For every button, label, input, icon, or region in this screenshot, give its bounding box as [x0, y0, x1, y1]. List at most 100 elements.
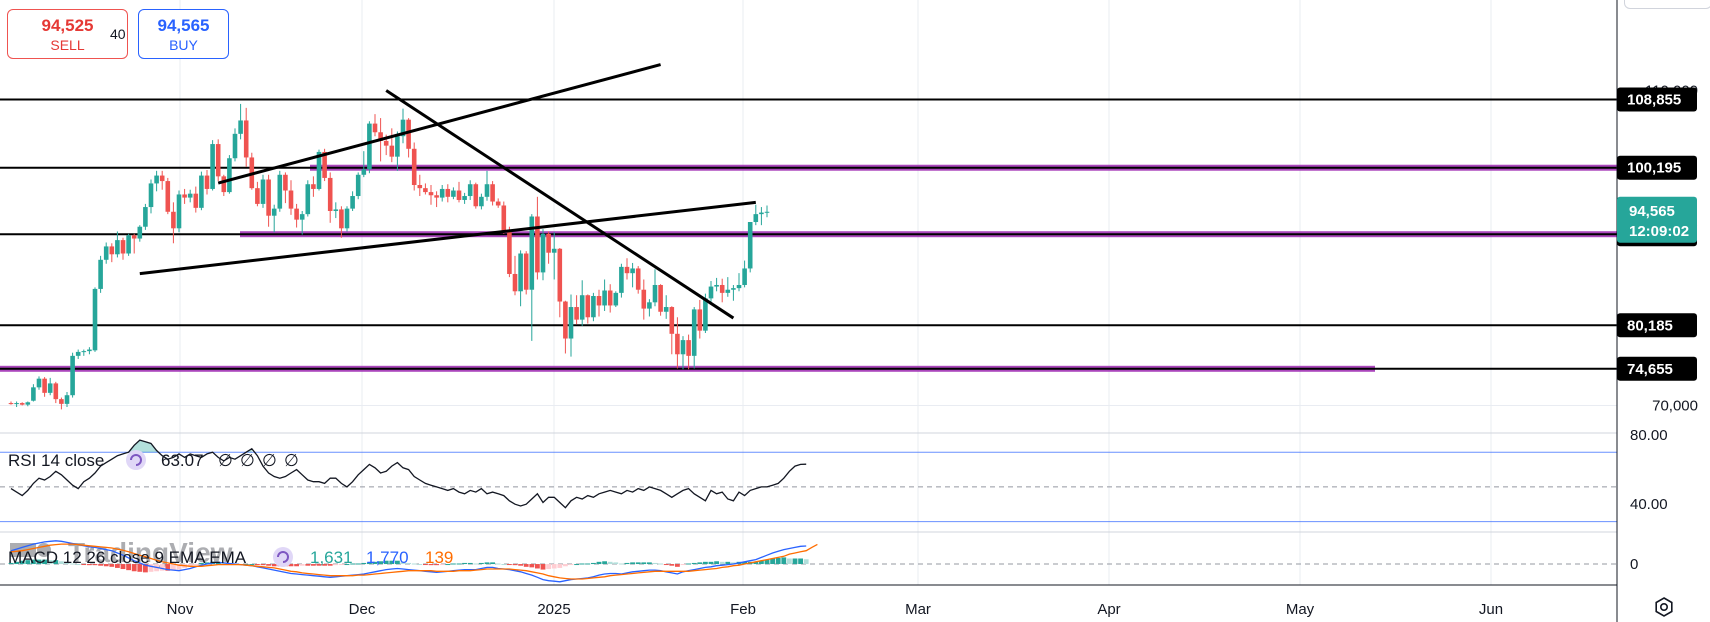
trendline[interactable] — [139, 200, 756, 276]
macd-histogram-bar — [719, 561, 725, 565]
trendlines[interactable] — [139, 63, 756, 320]
macd-histogram-bar — [305, 564, 311, 566]
sell-price: 94,525 — [41, 16, 94, 35]
macd-histogram-bar — [8, 562, 14, 565]
candle-body — [316, 151, 322, 189]
candle-body — [221, 176, 227, 193]
time-tick-label: May — [1286, 601, 1315, 618]
candle-body — [669, 307, 675, 334]
time-tick-label: 2025 — [537, 601, 570, 618]
macd-line — [10, 540, 807, 583]
candle-body — [299, 214, 305, 220]
candle-body — [109, 246, 115, 255]
candle-body — [294, 208, 299, 220]
candle-body — [736, 284, 742, 289]
macd-histogram-bar — [42, 559, 47, 565]
macd-histogram-bar — [260, 564, 266, 566]
macd-histogram-bar — [675, 564, 680, 567]
candle-body — [680, 340, 686, 355]
rsi-legend-title: RSI 14 close — [8, 451, 104, 470]
macd-histogram-bar — [775, 557, 781, 565]
macd-histogram-bar — [456, 563, 462, 565]
macd-histogram-bar — [193, 564, 199, 566]
candle-body — [266, 179, 271, 216]
candle-body — [81, 351, 87, 353]
macd-histogram-bar — [691, 562, 697, 565]
macd-histogram-bar — [148, 564, 154, 572]
level-tag[interactable] — [1617, 313, 1697, 338]
candle-body — [14, 403, 19, 405]
macd-histogram-bar — [120, 564, 126, 570]
candle-body — [607, 290, 613, 306]
rsi-legend-extra-1: ∅ — [218, 451, 233, 470]
candle-body — [311, 184, 316, 189]
macd-histogram-bar — [546, 564, 551, 570]
macd-histogram-bar — [31, 559, 36, 565]
candle-body — [691, 309, 697, 356]
macd-settings-icon[interactable] — [273, 547, 293, 567]
candle-body — [126, 235, 131, 254]
level-tag[interactable] — [1617, 155, 1697, 180]
current-price-label: 94,565 — [1629, 203, 1675, 220]
candle-body — [663, 307, 669, 312]
candle-body — [59, 399, 64, 404]
candle-body — [159, 175, 165, 182]
macd-histogram-bar — [714, 561, 719, 565]
level-tag[interactable] — [1617, 87, 1697, 112]
macd-histogram-bar — [288, 564, 294, 567]
candle-body — [19, 403, 25, 405]
axes[interactable]: NovDec2025FebMarAprMayJun70,000110,00080… — [167, 83, 1698, 618]
macd-histogram-bar — [176, 564, 182, 570]
macd-histogram-bar — [159, 564, 165, 571]
macd-histogram-bar — [383, 560, 389, 565]
price-scale-menu-button[interactable] — [1624, 0, 1710, 9]
candle-body — [602, 290, 607, 306]
price-tick-label: 70,000 — [1652, 397, 1698, 414]
rsi-settings-icon[interactable] — [126, 450, 146, 470]
bar-countdown-label: 12:09:02 — [1629, 223, 1689, 240]
macd-histogram-bar — [171, 564, 176, 571]
candle-body — [484, 184, 490, 197]
macd-histogram-bar — [350, 563, 355, 565]
macd-histogram-bar — [529, 564, 535, 568]
macd-histogram-bar — [557, 564, 563, 568]
candle-body — [675, 333, 680, 355]
candle-body — [747, 222, 753, 269]
macd-histogram-bar — [798, 558, 803, 565]
candle-body — [529, 216, 535, 290]
candle-body — [579, 295, 585, 320]
macd-histogram-bar — [126, 564, 131, 571]
macd-histogram-bar — [98, 564, 103, 566]
candle-body — [305, 184, 311, 215]
candle-body — [624, 266, 630, 274]
candle-body — [439, 188, 445, 198]
level-tag[interactable] — [1617, 356, 1697, 381]
macd-histogram-bar — [311, 564, 316, 566]
macd-histogram-bar — [378, 561, 383, 565]
macd-histogram-bar — [512, 564, 518, 566]
macd-histogram-bar — [361, 562, 367, 565]
candle-body — [47, 383, 53, 393]
buy-button[interactable]: 94,565 BUY — [138, 9, 229, 59]
current-price-tag[interactable] — [1617, 196, 1697, 243]
candle-body — [451, 190, 456, 197]
rsi-line — [10, 439, 807, 509]
chart-settings-icon[interactable] — [1652, 595, 1676, 619]
macd-histogram-bar — [462, 562, 467, 565]
candle-body — [490, 184, 495, 202]
candle-body — [512, 273, 518, 292]
candle-body — [428, 192, 434, 196]
sell-button[interactable]: 94,525 SELL — [7, 9, 128, 59]
macd-histogram-bar — [103, 564, 109, 567]
trendline[interactable] — [385, 89, 735, 320]
macd-legend-signal: 139 — [425, 548, 453, 567]
candle-body — [210, 144, 215, 189]
candle-body — [557, 248, 563, 302]
buy-label: BUY — [169, 37, 198, 53]
macd-histogram-bar — [81, 564, 87, 566]
candle-body — [725, 289, 731, 293]
candle-body — [395, 136, 400, 157]
candle-body — [753, 214, 759, 223]
macd-histogram-bar — [635, 562, 641, 565]
